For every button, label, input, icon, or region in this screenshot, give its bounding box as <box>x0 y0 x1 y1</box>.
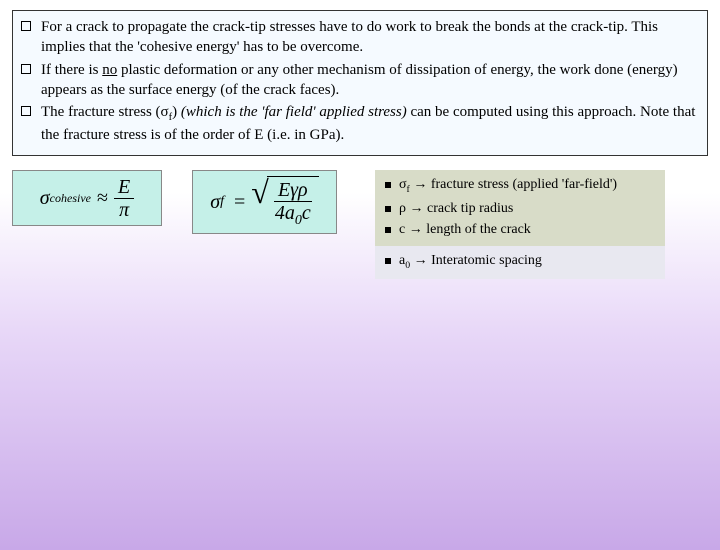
def-text: ρ → crack tip radius <box>399 198 655 219</box>
def-text: a0 → Interatomic spacing <box>399 250 655 273</box>
text: If there is <box>41 62 102 78</box>
denominator: 4a0c <box>271 202 315 228</box>
text: plastic deformation or any other mechani… <box>41 62 678 98</box>
denominator: π <box>115 199 133 221</box>
fraction: Eγρ 4a0c <box>271 179 315 228</box>
text: For a crack to propagate the crack-tip s… <box>41 19 658 55</box>
sqrt-body: Eγρ 4a0c <box>267 176 319 228</box>
fraction: E π <box>114 176 134 221</box>
sigma: σ <box>40 187 50 210</box>
subscript: 0 <box>295 213 302 228</box>
def-text: σf → fracture stress (applied 'far-field… <box>399 174 655 197</box>
text: Interatomic spacing <box>431 253 542 268</box>
bullet-text: The fracture stress (σf) (which is the '… <box>41 102 699 145</box>
bullet-marker <box>21 64 31 74</box>
arrow: → <box>410 253 431 268</box>
main-text-box: For a crack to propagate the crack-tip s… <box>12 10 708 156</box>
text: ) <box>172 104 181 120</box>
arrow: → <box>406 201 427 216</box>
bullet-marker <box>21 106 31 116</box>
arrow: → <box>405 222 426 237</box>
bullet-text: For a crack to propagate the crack-tip s… <box>41 17 699 58</box>
subscript: f <box>220 194 224 210</box>
formula-cohesive: σcohesive ≈ E π <box>12 170 162 226</box>
italic-text: (which is the 'far field' applied stress… <box>181 104 407 120</box>
definitions-container: σf → fracture stress (applied 'far-field… <box>375 170 665 279</box>
arrow: → <box>410 177 431 192</box>
def-marker <box>385 182 391 188</box>
bullet-item: If there is no plastic deformation or an… <box>21 60 699 101</box>
definition-item: σf → fracture stress (applied 'far-field… <box>385 174 655 197</box>
definitions-box-2: a0 → Interatomic spacing <box>375 246 665 279</box>
sigma: σ <box>210 191 220 214</box>
bullet-item: The fracture stress (σf) (which is the '… <box>21 102 699 145</box>
definitions-box-1: σf → fracture stress (applied 'far-field… <box>375 170 665 245</box>
bullet-marker <box>21 21 31 31</box>
definition-item: c → length of the crack <box>385 219 655 240</box>
def-text: c → length of the crack <box>399 219 655 240</box>
definition-item: ρ → crack tip radius <box>385 198 655 219</box>
text: 4a <box>275 202 295 224</box>
approx-sign: ≈ <box>97 187 108 210</box>
text: crack tip radius <box>427 201 513 216</box>
symbol: ρ <box>399 201 406 216</box>
underlined-text: no <box>102 62 117 78</box>
text: fracture stress (applied 'far-field') <box>431 177 617 192</box>
sqrt: √ Eγρ 4a0c <box>251 176 318 228</box>
symbol: σ <box>399 177 407 192</box>
formula-row: σcohesive ≈ E π σf = √ Eγρ 4a0c σf → fra… <box>12 170 720 279</box>
text: The fracture stress (σ <box>41 104 169 120</box>
text: length of the crack <box>426 222 531 237</box>
equals-sign: = <box>234 191 245 214</box>
numerator: Eγρ <box>274 179 312 202</box>
definition-item: a0 → Interatomic spacing <box>385 250 655 273</box>
numerator: E <box>114 176 134 199</box>
def-marker <box>385 227 391 233</box>
subscript: cohesive <box>50 191 91 206</box>
text: c <box>302 202 311 224</box>
bullet-text: If there is no plastic deformation or an… <box>41 60 699 101</box>
formula-fracture: σf = √ Eγρ 4a0c <box>192 170 337 234</box>
def-marker <box>385 258 391 264</box>
bullet-item: For a crack to propagate the crack-tip s… <box>21 17 699 58</box>
def-marker <box>385 206 391 212</box>
